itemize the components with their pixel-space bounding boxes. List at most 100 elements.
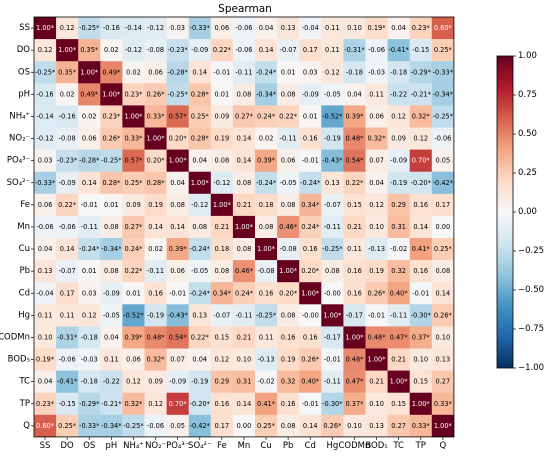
heatmap-cell-label: 0.06 xyxy=(148,68,163,76)
heatmap-cell-label: -0.08 xyxy=(59,135,76,143)
heatmap-cell-label: 0.35* xyxy=(80,46,99,54)
heatmap-cell-label: 0.08 xyxy=(237,179,252,187)
heatmap-cell xyxy=(365,215,388,239)
heatmap-cell-label: -0.06 xyxy=(235,46,252,54)
heatmap-cell-label: 0.28* xyxy=(191,135,210,143)
heatmap-cell-label: 0.08 xyxy=(104,267,119,275)
heatmap-cell-label: 0.14 xyxy=(60,245,75,253)
heatmap-cell xyxy=(431,61,455,84)
heatmap-cell-label: -0.43* xyxy=(167,311,188,319)
heatmap-cell xyxy=(56,326,79,349)
heatmap-cell-label: 0.26* xyxy=(301,356,320,364)
heatmap-cell-label: 0.54* xyxy=(169,333,188,341)
heatmap-cell xyxy=(277,17,300,40)
heatmap-cell xyxy=(365,17,388,40)
heatmap-cells: 1.00* 0.12 -0.25* -0.16 -0.14 -0.12 0.03 -0.33*… xyxy=(33,16,455,438)
heatmap-cell-label: 0.12 xyxy=(60,24,75,32)
heatmap-cell xyxy=(299,370,322,393)
heatmap-cell xyxy=(255,83,278,106)
heatmap-cell xyxy=(34,260,57,283)
heatmap-cell xyxy=(166,260,189,283)
heatmap-cell xyxy=(56,105,79,128)
heatmap-cell xyxy=(166,61,189,84)
heatmap-cell xyxy=(34,304,57,327)
heatmap-cell xyxy=(431,260,455,283)
heatmap-cell xyxy=(365,348,388,371)
heatmap-cell xyxy=(365,193,388,217)
y-axis-tick-labels: SS DO OS pH NH₄⁺ NO₂⁻ PO₄³⁻ SO₄²⁻ Fe Mn Cu Pb Cd Hg CO… xyxy=(0,23,34,431)
heatmap-cell-label: 0.08 xyxy=(325,267,340,275)
heatmap-cell xyxy=(166,238,189,261)
heatmap-cell xyxy=(321,149,344,172)
heatmap-cell-label: -0.41* xyxy=(388,46,409,54)
heatmap-cell-label: -0.33* xyxy=(190,24,211,32)
heatmap-cell xyxy=(100,215,123,239)
heatmap-cell-label: -0.09 xyxy=(191,46,208,54)
colorbar-tick-label: −0.75 xyxy=(518,324,544,334)
heatmap-cell-label: -0.11 xyxy=(390,311,407,319)
y-tick-label: PO₄³⁻ xyxy=(7,156,30,166)
heatmap-cell-label: 0.22* xyxy=(124,267,143,275)
heatmap-cell xyxy=(387,304,410,327)
heatmap-cell-label: -0.16 xyxy=(103,24,120,32)
heatmap-cell xyxy=(144,127,167,150)
heatmap-cell xyxy=(144,83,167,106)
heatmap-cell-label: -0.00 xyxy=(324,289,341,297)
heatmap-cell-label: 0.25* xyxy=(434,46,453,54)
heatmap-cell-label: 0.10 xyxy=(369,400,384,408)
heatmap-cell xyxy=(299,193,322,217)
heatmap-cell-label: 0.16 xyxy=(215,400,230,408)
heatmap-cell xyxy=(100,39,123,62)
heatmap-cell-label: 0.16 xyxy=(303,135,318,143)
heatmap-cell-label: -0.25* xyxy=(256,311,277,319)
heatmap-cell-label: -0.01 xyxy=(169,289,186,297)
heatmap-cell-label: 0.22* xyxy=(58,201,77,209)
heatmap-cell-label: 0.17 xyxy=(215,422,230,430)
heatmap-cell-label: -0.19 xyxy=(390,179,407,187)
heatmap-cell xyxy=(365,61,388,84)
heatmap-cell xyxy=(188,260,212,283)
heatmap-cell-label: 0.23* xyxy=(36,400,55,408)
heatmap-cell-label: 0.07 xyxy=(170,356,185,364)
x-tick-label: pH xyxy=(105,441,117,451)
heatmap-cell xyxy=(365,39,388,62)
x-tick-label: NO₂⁻ xyxy=(145,441,166,451)
heatmap-cell-label: 0.33* xyxy=(434,400,453,408)
heatmap-cell-label: 0.34* xyxy=(213,289,232,297)
heatmap-cell-label: -0.29* xyxy=(79,400,100,408)
heatmap-cell-label: 0.48* xyxy=(368,333,387,341)
heatmap-cell xyxy=(232,392,256,416)
heatmap-cell-label: 0.29 xyxy=(215,378,230,386)
heatmap-cell-label: -0.24* xyxy=(190,245,211,253)
heatmap-cell-label: -0.09 xyxy=(169,378,186,386)
heatmap-cell xyxy=(210,149,234,172)
x-tick-label: NH₄⁺ xyxy=(123,441,144,451)
heatmap-cell xyxy=(343,282,366,305)
heatmap-cell xyxy=(56,238,79,261)
heatmap-cell-label: 0.22* xyxy=(213,46,232,54)
heatmap-cell xyxy=(255,260,278,283)
heatmap-cell-label: 0.06 xyxy=(38,201,53,209)
x-tick-label: DO xyxy=(61,441,75,451)
heatmap-cell xyxy=(343,105,366,128)
heatmap-cell-label: 0.10 xyxy=(413,356,428,364)
heatmap-cell xyxy=(188,348,212,371)
heatmap-cell-label: 0.22* xyxy=(345,179,364,187)
heatmap-cell xyxy=(144,392,167,416)
heatmap-cell xyxy=(365,238,388,261)
heatmap-cell-label: 0.08 xyxy=(281,201,296,209)
heatmap-cell-label: 0.70* xyxy=(412,157,431,165)
heatmap-cell xyxy=(409,282,433,305)
heatmap-cell-label: 0.11 xyxy=(38,311,53,319)
heatmap-cell xyxy=(409,326,433,349)
x-axis-tick-labels: SS DO OS pH NH₄⁺ NO₂⁻ PO₄³⁻SO₄²⁻ Fe Mn Cu Pb Cd Hg CO… xyxy=(40,436,446,451)
heatmap-cell-label: -0.09 xyxy=(302,90,319,98)
heatmap-cell-label: 0.21 xyxy=(237,201,252,209)
heatmap-cell-label: 0.16 xyxy=(347,267,362,275)
heatmap-cell-label: 0.14 xyxy=(82,179,97,187)
heatmap-cell-label: -0.01 xyxy=(81,201,98,209)
heatmap-cell xyxy=(232,326,256,349)
heatmap-cell xyxy=(343,392,366,416)
heatmap-cell xyxy=(78,238,101,261)
